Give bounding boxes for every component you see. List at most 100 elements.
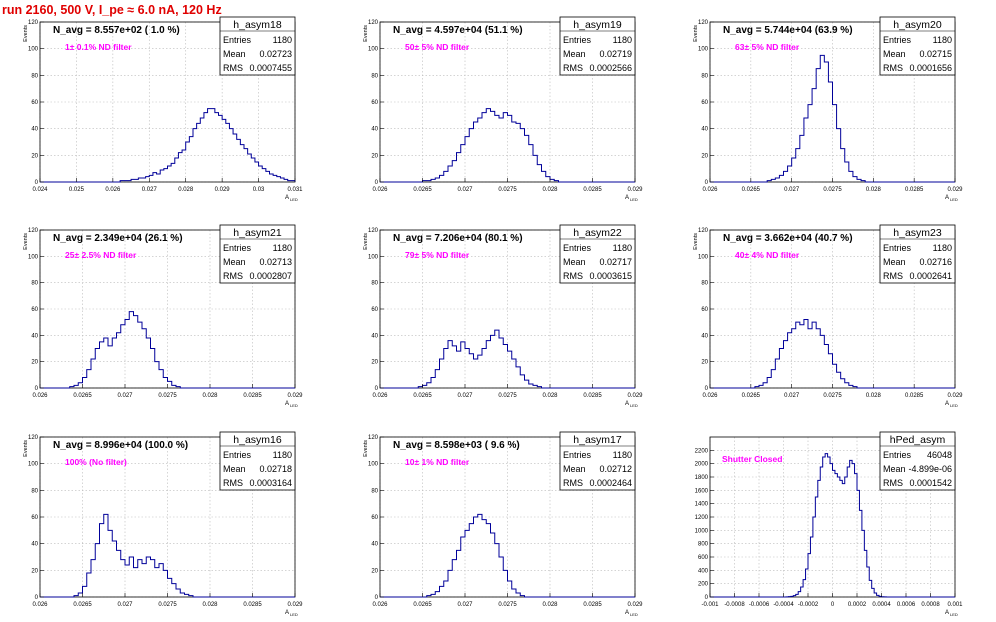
histogram-name: h_asym18	[233, 19, 282, 31]
histogram-name: h_asym21	[233, 227, 282, 239]
y-axis-label: Events	[23, 233, 29, 250]
x-tick-label: 0.026	[702, 187, 718, 193]
stat-label-rms: RMS	[883, 478, 903, 488]
histogram-name: h_asym22	[573, 227, 622, 239]
x-tick-label: 0.0285	[583, 187, 602, 193]
x-tick-label: 0.029	[947, 187, 963, 193]
y-tick-label: 80	[31, 488, 38, 494]
y-tick-label: 1400	[695, 502, 709, 508]
stat-value-entries: 1180	[613, 243, 632, 253]
x-tick-label: 0.0004	[872, 602, 891, 608]
stat-value-entries: 46048	[927, 450, 952, 460]
y-tick-label: 1000	[695, 528, 709, 534]
x-tick-label: 0.001	[947, 602, 963, 608]
stat-label-entries: Entries	[223, 450, 252, 460]
filter-note: 50± 5% ND filter	[405, 42, 470, 52]
x-axis-label-sub: LED	[630, 612, 638, 617]
y-axis-label: Events	[363, 440, 369, 457]
y-axis-label: Events	[23, 440, 29, 457]
x-tick-label: 0.0265	[742, 393, 761, 399]
histogram-line	[40, 108, 296, 183]
y-tick-label: 40	[371, 333, 378, 339]
y-tick-label: 20	[371, 568, 378, 574]
stat-value-mean: 0.02716	[919, 257, 952, 267]
x-tick-label: 0.0002	[848, 602, 867, 608]
stat-label-mean: Mean	[563, 464, 586, 474]
y-tick-label: 100	[698, 254, 709, 260]
stat-value-entries: 1180	[273, 450, 292, 460]
y-tick-label: 0	[35, 180, 39, 186]
stat-value-mean: -4.899e-06	[908, 464, 952, 474]
x-tick-label: 0.027	[457, 187, 473, 193]
stat-label-mean: Mean	[883, 257, 906, 267]
panel-h_asym16: 0.026 0.0265 0.027 0.0275 0.028 0.0285 0.029 0 2…	[23, 431, 303, 617]
x-axis-label: A	[625, 401, 629, 407]
y-tick-label: 40	[701, 333, 708, 339]
y-tick-label: 0	[375, 386, 379, 392]
stat-value-entries: 1180	[933, 35, 952, 45]
stat-label-mean: Mean	[223, 464, 246, 474]
filter-note: 10± 1% ND filter	[405, 457, 470, 467]
x-axis-label-sub: LED	[290, 403, 298, 408]
x-tick-label: 0.0275	[158, 393, 177, 399]
x-axis-label: A	[945, 401, 949, 407]
y-tick-label: 20	[701, 360, 708, 366]
y-tick-label: 800	[698, 542, 709, 548]
stat-label-mean: Mean	[563, 49, 586, 59]
stat-value-mean: 0.02719	[599, 49, 632, 59]
y-tick-label: 60	[701, 100, 708, 106]
stat-value-rms: 0.0001656	[909, 63, 952, 73]
x-tick-label: -0.0008	[724, 602, 745, 608]
x-tick-label: 0.026	[105, 187, 121, 193]
x-tick-label: 0.0275	[498, 393, 517, 399]
stat-value-entries: 1180	[613, 450, 632, 460]
x-tick-label: 0.029	[287, 602, 303, 608]
panel-h_asym20: 0.026 0.0265 0.027 0.0275 0.028 0.0285 0.029 0 2…	[693, 16, 963, 202]
y-tick-label: 200	[698, 582, 709, 588]
y-tick-label: 0	[375, 595, 379, 601]
navg-label: N_avg = 8.598e+03 ( 9.6 %)	[393, 440, 520, 451]
x-axis-label: A	[285, 610, 289, 616]
x-tick-label: 0.027	[117, 393, 133, 399]
x-tick-label: 0.0265	[413, 393, 432, 399]
stat-label-rms: RMS	[223, 478, 243, 488]
histogram-name: h_asym17	[573, 434, 622, 446]
stat-value-mean: 0.02715	[919, 49, 952, 59]
y-tick-label: 80	[701, 73, 708, 79]
x-tick-label: 0.03	[253, 187, 265, 193]
stat-value-mean: 0.02713	[259, 257, 292, 267]
y-tick-label: 100	[28, 462, 39, 468]
x-tick-label: 0.028	[866, 187, 882, 193]
x-axis-label: A	[945, 195, 949, 201]
histogram-line	[710, 319, 955, 389]
x-tick-label: 0.0285	[905, 393, 924, 399]
x-tick-label: 0.0265	[73, 602, 92, 608]
x-axis-label: A	[285, 195, 289, 201]
x-tick-label: 0.026	[372, 393, 388, 399]
filter-note: 40± 4% ND filter	[735, 250, 800, 260]
stat-value-rms: 0.0001542	[909, 478, 952, 488]
stat-label-entries: Entries	[223, 35, 252, 45]
stat-value-rms: 0.0002464	[589, 478, 632, 488]
stats-box	[879, 224, 956, 284]
x-tick-label: 0.025	[69, 187, 85, 193]
stat-value-entries: 1180	[273, 243, 292, 253]
y-tick-label: 2200	[695, 448, 709, 454]
stat-label-rms: RMS	[883, 63, 903, 73]
x-tick-label: 0.028	[542, 393, 558, 399]
y-tick-label: 100	[368, 462, 379, 468]
stat-label-entries: Entries	[883, 243, 912, 253]
y-tick-label: 120	[368, 228, 379, 234]
y-tick-label: 0	[705, 180, 709, 186]
x-axis-label: A	[625, 610, 629, 616]
histogram-line	[380, 513, 635, 598]
panel-hPed_asym: -0.001 -0.0008 -0.0006 -0.0004 -0.0002 0 0.000…	[695, 431, 963, 617]
x-tick-label: -0.0006	[749, 602, 770, 608]
histogram-line	[40, 311, 295, 389]
stats-box	[219, 431, 296, 491]
panel-h_asym18: 0.024 0.025 0.026 0.027 0.028 0.029 0.03 0.031 0…	[23, 16, 303, 202]
stat-value-rms: 0.0003164	[249, 478, 292, 488]
y-tick-label: 100	[28, 47, 39, 53]
stat-label-rms: RMS	[883, 271, 903, 281]
